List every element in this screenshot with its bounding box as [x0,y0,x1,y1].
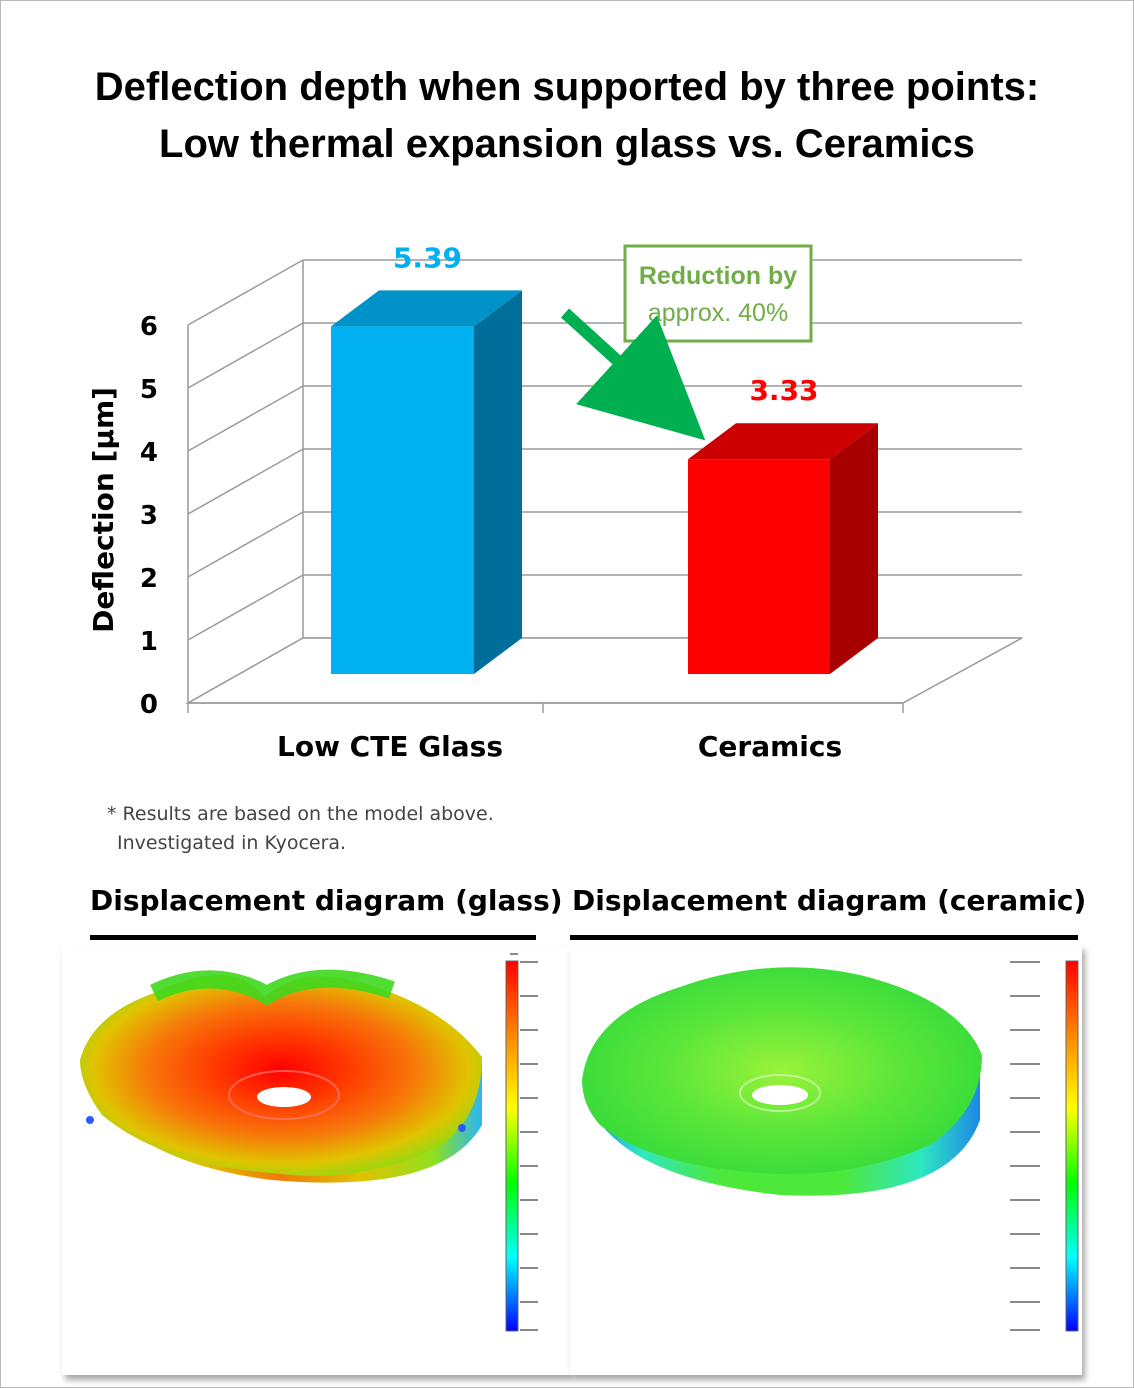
chart-floor [185,637,1023,704]
panel-title-ceramic: Displacement diagram (ceramic) [572,884,1087,917]
y-tick-label: 3 [140,501,158,531]
footnote-line1: * Results are based on the model above. [107,803,494,825]
grid-line [187,385,304,452]
grid-line [187,574,304,641]
bar-top [688,423,878,460]
bar-side [830,423,878,674]
footnote: * Results are based on the model above. … [107,800,494,858]
annotation-line1: Reduction by [639,262,797,290]
grid-line [187,259,304,326]
y-tick-label: 2 [140,564,158,594]
y-axis-label: Deflection [µm] [87,387,120,633]
chart-title-line1: Deflection depth when supported by three… [94,65,1040,109]
y-tick-label: 1 [140,627,158,657]
panel-title-glass: Displacement diagram (glass) [90,884,563,917]
grid-line [187,448,304,515]
y-tick-label: 0 [140,690,158,720]
bar-side [474,290,522,674]
chart-title-line2: Low thermal expansion glass vs. Ceramics [159,122,975,166]
chart-grid [185,259,1023,704]
bar-top [331,290,522,327]
displacement-contour-glass-icon [80,953,538,1332]
y-tick-label: 4 [140,438,158,468]
bar-front [688,459,830,674]
y-tick-label: 6 [140,312,158,342]
footnote-line2: Investigated in Kyocera. [117,832,347,854]
grid-line [187,511,304,578]
bar-front [331,326,474,674]
bar-value-label: 3.33 [749,374,818,407]
bar-chart: 0 1 2 3 4 5 6 5.39 Low CTE Glass 3.33 Ceramics Red… [87,241,1023,763]
displacement-panel-ceramic [570,945,1082,1375]
y-tick-label: 5 [140,375,158,405]
grid-line [187,322,304,389]
panel-underline-ceramic [570,935,1078,940]
chart-bars [331,290,878,674]
x-category-label: Low CTE Glass [277,730,503,763]
bar-value-label: 5.39 [393,241,462,274]
chart-labels: 0 1 2 3 4 5 6 5.39 Low CTE Glass 3.33 Ceramics [140,241,842,763]
displacement-contour-ceramic-icon [582,960,1079,1332]
panel-underline-glass [90,935,536,940]
chart-axes [187,260,904,713]
x-category-label: Ceramics [698,730,842,763]
displacement-panel-glass [62,945,570,1375]
reduction-arrow [560,308,706,441]
annotation-line2: approx. 40% [648,299,788,327]
